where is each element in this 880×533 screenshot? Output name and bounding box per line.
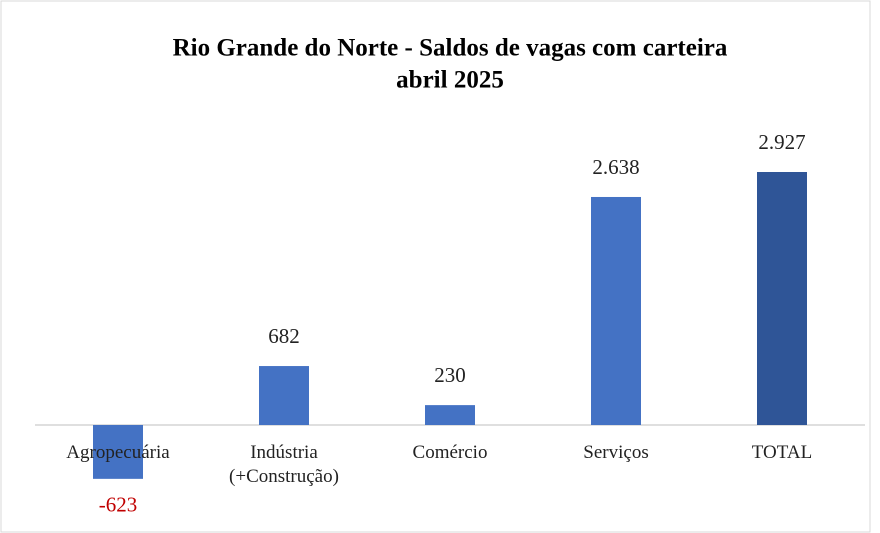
chart-subtitle: abril 2025 (396, 67, 504, 94)
x-tick-label: TOTAL (751, 442, 813, 463)
x-tick-label: Comércio (412, 442, 488, 463)
bar (259, 366, 309, 425)
value-label: 2.927 (758, 130, 805, 154)
value-label: -623 (99, 493, 138, 517)
x-tick-label: Indústria (+Construção) (229, 442, 339, 487)
value-label: 682 (268, 324, 300, 348)
bar (757, 172, 807, 425)
x-tick-label: Serviços (583, 442, 649, 463)
bar (591, 196, 641, 425)
value-label: 230 (434, 363, 466, 387)
bar (93, 425, 143, 479)
x-tick-label: Agropecuária (66, 442, 170, 463)
bar (425, 405, 475, 425)
value-label: 2.638 (592, 155, 639, 179)
chart-title: Rio Grande do Norte - Saldos de vagas co… (173, 35, 728, 62)
